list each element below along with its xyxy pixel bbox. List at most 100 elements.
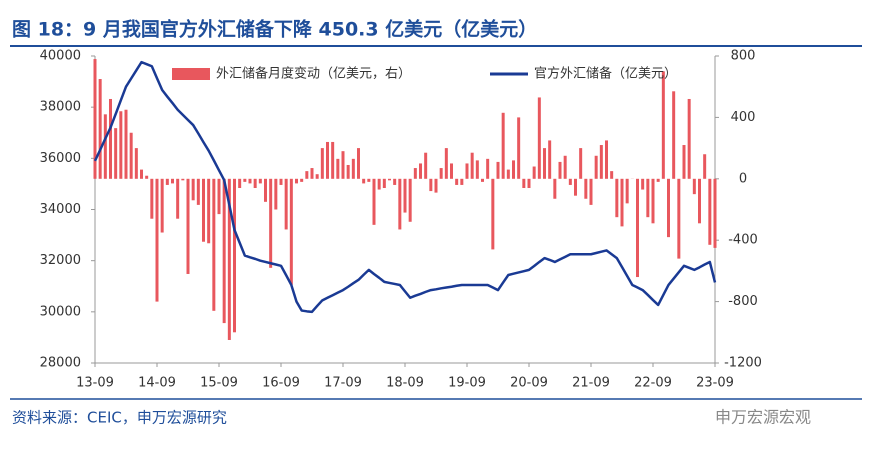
chart-title: 图 18：9 月我国官方外汇储备下降 450.3 亿美元（亿美元）	[12, 18, 537, 41]
bar	[207, 179, 210, 243]
bar	[615, 179, 618, 217]
bar	[636, 179, 639, 277]
bar	[590, 179, 593, 205]
bar	[517, 117, 520, 178]
bar	[367, 179, 370, 182]
bar	[481, 179, 484, 182]
bar	[471, 153, 474, 179]
bar	[161, 179, 164, 233]
bar	[460, 179, 463, 185]
bar	[114, 128, 117, 179]
bar	[331, 142, 334, 179]
bar	[605, 140, 608, 178]
bar	[672, 91, 675, 178]
bar	[269, 179, 272, 268]
bar	[249, 179, 252, 184]
bar	[502, 113, 505, 179]
x-tick-label: 19-09	[448, 376, 486, 391]
bar	[404, 179, 407, 213]
x-tick-label: 23-09	[696, 376, 734, 391]
bar	[497, 162, 500, 179]
bar	[662, 71, 665, 178]
bar	[362, 179, 365, 184]
bar	[476, 160, 479, 178]
bar	[233, 179, 236, 332]
bar	[145, 176, 148, 179]
bar	[197, 179, 200, 205]
bar	[212, 179, 215, 311]
y2-tick-label: 800	[731, 49, 756, 64]
y-tick-label: 40000	[40, 49, 81, 64]
bar	[285, 179, 288, 230]
bar	[274, 179, 277, 210]
x-tick-label: 15-09	[200, 376, 238, 391]
bar	[171, 179, 174, 184]
bar	[486, 159, 489, 179]
bar	[156, 179, 159, 302]
bar	[708, 179, 711, 245]
bar	[512, 160, 515, 178]
bar	[409, 179, 412, 222]
bar	[305, 171, 308, 179]
y-tick-label: 28000	[40, 356, 81, 371]
bar	[125, 110, 128, 179]
y-tick-label: 34000	[40, 202, 81, 217]
bar	[450, 163, 453, 178]
bar	[491, 179, 494, 250]
bar	[243, 179, 246, 182]
bar	[393, 179, 396, 185]
y-tick-label: 38000	[40, 100, 81, 115]
bar	[109, 99, 112, 179]
bar	[223, 179, 226, 323]
bar	[522, 179, 525, 188]
bar	[424, 153, 427, 179]
bar	[398, 179, 401, 230]
bar	[140, 170, 143, 179]
bar	[626, 179, 629, 204]
bar	[693, 179, 696, 194]
watermark: 申万宏源宏观	[715, 408, 811, 427]
bar	[99, 79, 102, 179]
bar	[336, 159, 339, 179]
bar	[357, 148, 360, 179]
bar	[166, 179, 169, 185]
bar	[130, 133, 133, 179]
bar	[176, 179, 179, 219]
bar	[181, 179, 184, 181]
bar	[202, 179, 205, 242]
bar	[538, 97, 541, 178]
bar	[326, 142, 329, 179]
bar	[290, 179, 293, 285]
x-tick-label: 21-09	[572, 376, 610, 391]
bar	[714, 179, 717, 248]
bar	[238, 179, 241, 188]
y2-tick-label: -800	[728, 294, 758, 309]
bar	[150, 179, 153, 219]
bar	[259, 179, 262, 184]
bar	[600, 145, 603, 179]
bar	[316, 174, 319, 179]
bar	[383, 179, 386, 188]
bar	[688, 99, 691, 179]
bar	[543, 148, 546, 179]
bar	[646, 179, 649, 217]
x-tick-label: 22-09	[634, 376, 672, 391]
x-tick-label: 13-09	[76, 376, 114, 391]
bar	[352, 159, 355, 179]
bar	[388, 179, 391, 181]
bar	[264, 179, 267, 202]
legend-swatch	[172, 68, 210, 80]
x-tick-label: 16-09	[262, 376, 300, 391]
bar	[574, 179, 577, 196]
bar	[104, 114, 107, 178]
bar	[342, 151, 345, 179]
bar	[677, 179, 680, 259]
x-tick-label: 20-09	[510, 376, 548, 391]
bar	[683, 145, 686, 179]
bar	[533, 167, 536, 179]
bar	[698, 179, 701, 224]
bar	[378, 179, 381, 190]
bar	[295, 179, 298, 184]
bar	[280, 179, 283, 185]
